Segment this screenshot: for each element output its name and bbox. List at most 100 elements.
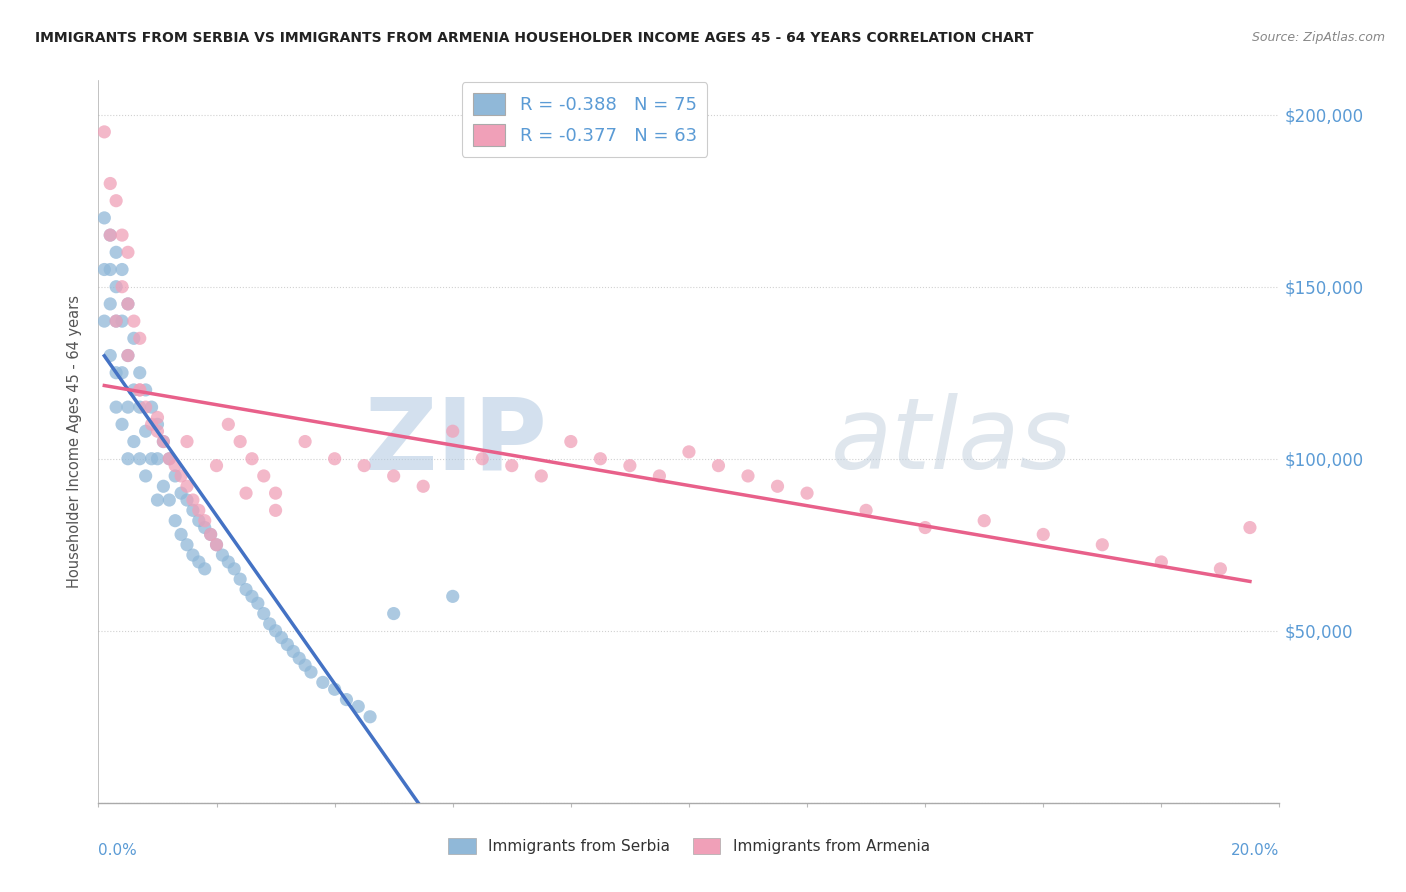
Point <box>146 410 169 425</box>
Point <box>157 451 180 466</box>
Point <box>283 644 305 658</box>
Point <box>105 245 128 260</box>
Point <box>441 590 464 604</box>
Point <box>98 262 121 277</box>
Point <box>323 451 346 466</box>
Point <box>229 572 252 586</box>
Point <box>211 548 233 562</box>
Point <box>122 383 145 397</box>
Point <box>678 445 700 459</box>
Point <box>128 331 150 345</box>
Point <box>288 651 311 665</box>
Point <box>412 479 434 493</box>
Point <box>105 279 128 293</box>
Point <box>187 555 209 569</box>
Point <box>170 469 193 483</box>
Point <box>105 366 128 380</box>
Point <box>111 228 134 243</box>
Point <box>589 451 612 466</box>
Point <box>240 451 263 466</box>
Point <box>98 297 121 311</box>
Point <box>117 349 139 363</box>
Point <box>157 493 180 508</box>
Point <box>766 479 789 493</box>
Point <box>253 469 276 483</box>
Point <box>98 177 121 191</box>
Point <box>176 479 198 493</box>
Point <box>194 562 217 576</box>
Point <box>264 486 287 500</box>
Text: Source: ZipAtlas.com: Source: ZipAtlas.com <box>1251 31 1385 45</box>
Point <box>135 400 157 414</box>
Point <box>165 514 187 528</box>
Point <box>796 486 818 500</box>
Point <box>105 314 128 328</box>
Legend: Immigrants from Serbia, Immigrants from Armenia: Immigrants from Serbia, Immigrants from … <box>441 832 936 860</box>
Point <box>170 527 193 541</box>
Point <box>217 417 239 432</box>
Point <box>246 596 269 610</box>
Point <box>205 458 228 473</box>
Point <box>187 514 209 528</box>
Point <box>111 366 134 380</box>
Point <box>194 520 217 534</box>
Point <box>914 520 936 534</box>
Point <box>560 434 582 449</box>
Point <box>111 262 134 277</box>
Point <box>165 469 187 483</box>
Point <box>93 125 115 139</box>
Point <box>1032 527 1054 541</box>
Point <box>141 417 163 432</box>
Point <box>471 451 494 466</box>
Point <box>122 314 145 328</box>
Point <box>141 451 163 466</box>
Point <box>1091 538 1114 552</box>
Point <box>93 314 115 328</box>
Point <box>335 692 357 706</box>
Point <box>135 383 157 397</box>
Point <box>353 458 375 473</box>
Point <box>973 514 995 528</box>
Point <box>1239 520 1261 534</box>
Point <box>98 228 121 243</box>
Point <box>299 665 322 679</box>
Text: IMMIGRANTS FROM SERBIA VS IMMIGRANTS FROM ARMENIA HOUSEHOLDER INCOME AGES 45 - 6: IMMIGRANTS FROM SERBIA VS IMMIGRANTS FRO… <box>35 31 1033 45</box>
Point <box>276 638 298 652</box>
Point <box>98 349 121 363</box>
Point <box>105 400 128 414</box>
Point <box>264 624 287 638</box>
Point <box>146 424 169 438</box>
Point <box>205 538 228 552</box>
Point <box>111 417 134 432</box>
Text: 0.0%: 0.0% <box>98 843 138 857</box>
Point <box>181 503 204 517</box>
Point <box>111 279 134 293</box>
Point <box>181 548 204 562</box>
Point <box>194 514 217 528</box>
Point <box>170 486 193 500</box>
Point <box>235 582 257 597</box>
Point <box>501 458 523 473</box>
Point <box>146 493 169 508</box>
Point <box>146 451 169 466</box>
Point <box>737 469 759 483</box>
Point <box>117 297 139 311</box>
Point <box>181 493 204 508</box>
Point <box>235 486 257 500</box>
Point <box>152 434 174 449</box>
Text: atlas: atlas <box>831 393 1073 490</box>
Point <box>855 503 877 517</box>
Point <box>312 675 335 690</box>
Point <box>128 383 150 397</box>
Point <box>98 228 121 243</box>
Text: 20.0%: 20.0% <box>1232 843 1279 857</box>
Point <box>128 400 150 414</box>
Point <box>135 424 157 438</box>
Y-axis label: Householder Income Ages 45 - 64 years: Householder Income Ages 45 - 64 years <box>67 295 83 588</box>
Point <box>135 469 157 483</box>
Point <box>359 710 381 724</box>
Point <box>117 245 139 260</box>
Point <box>117 400 139 414</box>
Point <box>93 211 115 225</box>
Point <box>176 493 198 508</box>
